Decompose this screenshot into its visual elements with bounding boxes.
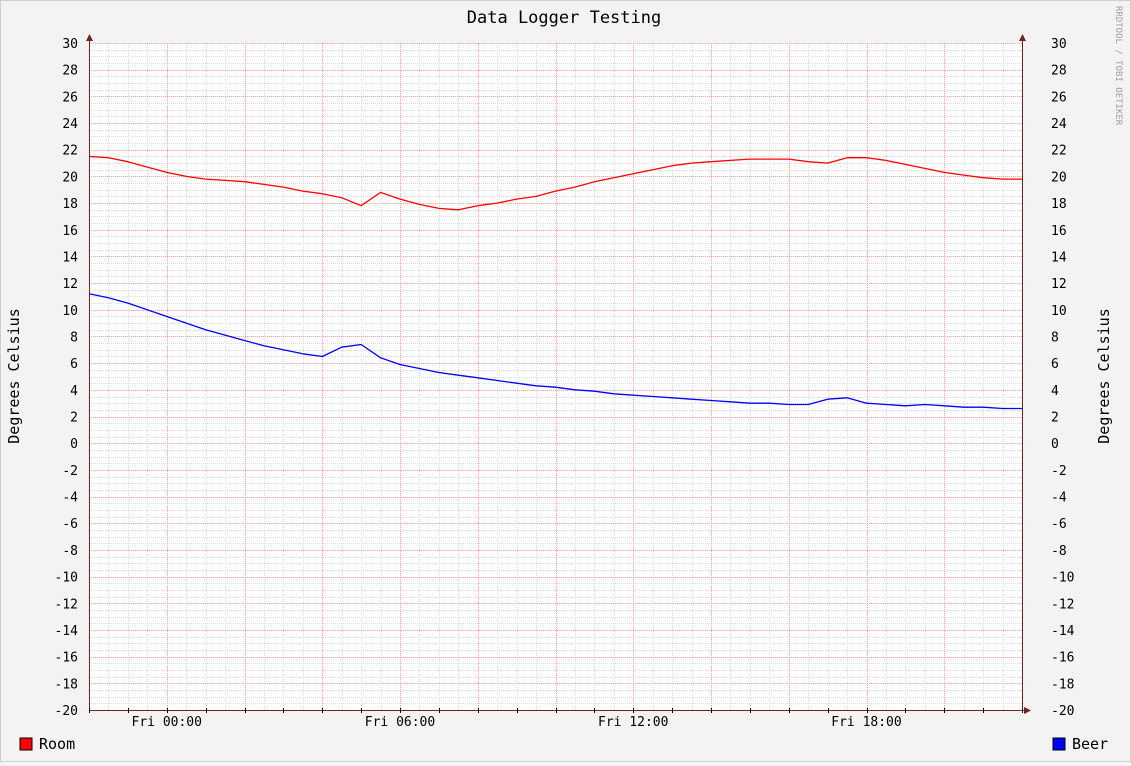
y-tick-labels-right: -20-18-16-14-12-10-8-6-4-202468101214161… [1051, 37, 1075, 719]
legend-beer-label: Beer [1072, 735, 1108, 753]
y-axis-label-left: Degrees Celsius [5, 308, 23, 443]
y-axis-label-right: Degrees Celsius [1095, 308, 1113, 443]
y-tick-label-left: -2 [62, 464, 78, 479]
y-tick-label-right: -2 [1051, 464, 1067, 479]
y-tick-label-left: 4 [70, 384, 78, 399]
y-tick-labels-left: -20-18-16-14-12-10-8-6-4-202468101214161… [55, 37, 79, 719]
y-tick-label-right: 28 [1051, 64, 1067, 79]
y-tick-label-right: 6 [1051, 357, 1059, 372]
y-tick-label-right: 16 [1051, 224, 1067, 239]
y-tick-label-right: 24 [1051, 117, 1067, 132]
x-tick-label: Fri 18:00 [831, 715, 901, 730]
y-tick-label-left: 10 [62, 304, 78, 319]
y-tick-label-right: -8 [1051, 544, 1067, 559]
legend-room-swatch [19, 737, 33, 751]
legend-room-label: Room [39, 735, 75, 753]
legend-beer: Beer [1052, 735, 1108, 753]
y-tick-label-left: -4 [62, 491, 78, 506]
y-tick-label-right: 2 [1051, 411, 1059, 426]
legend-room: Room [19, 735, 75, 753]
x-tick-label: Fri 00:00 [132, 715, 202, 730]
y-tick-label-right: 8 [1051, 330, 1059, 345]
y-tick-label-left: -12 [55, 597, 78, 612]
y-tick-label-left: 14 [62, 250, 78, 265]
y-tick-label-left: 18 [62, 197, 78, 212]
y-tick-label-left: 24 [62, 117, 78, 132]
series-line-beer [88, 293, 1022, 410]
y-tick-label-left: 16 [62, 224, 78, 239]
y-tick-label-right: -12 [1051, 597, 1074, 612]
plot-area [89, 43, 1022, 710]
y-tick-label-right: 30 [1051, 37, 1067, 52]
x-tick-label: Fri 06:00 [365, 715, 435, 730]
y-tick-label-left: 20 [62, 170, 78, 185]
y-axis-right-arrow-icon [1019, 34, 1026, 41]
chart-title: Data Logger Testing [467, 8, 661, 28]
y-tick-label-right: -20 [1051, 704, 1074, 719]
y-tick-label-right: -4 [1051, 491, 1067, 506]
y-tick-label-left: 0 [70, 437, 78, 452]
watermark: RRDTOOL / TOBI OETIKER [1113, 6, 1123, 126]
y-tick-label-right: -6 [1051, 517, 1067, 532]
y-tick-label-left: -16 [55, 651, 78, 666]
y-tick-label-right: 22 [1051, 144, 1067, 159]
y-tick-label-left: 8 [70, 330, 78, 345]
series-line-room [88, 155, 1022, 211]
y-tick-label-right: 0 [1051, 437, 1059, 452]
y-tick-label-left: -14 [55, 624, 79, 639]
y-tick-label-right: 12 [1051, 277, 1067, 292]
y-tick-label-right: 18 [1051, 197, 1067, 212]
y-tick-label-left: 30 [62, 37, 78, 52]
y-tick-label-left: -6 [62, 517, 78, 532]
y-tick-label-right: -18 [1051, 677, 1074, 692]
y-tick-label-left: 26 [62, 90, 78, 105]
y-tick-label-left: 2 [70, 411, 78, 426]
y-tick-label-right: -10 [1051, 571, 1074, 586]
y-tick-label-left: 6 [70, 357, 78, 372]
y-tick-label-left: 22 [62, 144, 78, 159]
y-tick-label-right: 26 [1051, 90, 1067, 105]
minor-grid [89, 43, 1023, 711]
x-tick-labels: Fri 00:00 Fri 06:00 Fri 12:00 Fri 18:00 [132, 715, 902, 730]
y-tick-label-left: -8 [62, 544, 78, 559]
y-axis-left-arrow-icon [86, 34, 93, 41]
y-tick-label-left: -18 [55, 677, 78, 692]
y-tick-label-right: 4 [1051, 384, 1059, 399]
legend-beer-swatch [1052, 737, 1066, 751]
y-tick-label-left: 28 [62, 64, 78, 79]
y-tick-label-left: 12 [62, 277, 78, 292]
y-tick-label-right: -16 [1051, 651, 1074, 666]
series-layer [88, 155, 1022, 410]
y-tick-label-right: -14 [1051, 624, 1075, 639]
axes-layer [86, 34, 1031, 714]
y-tick-label-right: 20 [1051, 170, 1067, 185]
y-tick-label-right: 10 [1051, 304, 1067, 319]
y-tick-label-right: 14 [1051, 250, 1067, 265]
y-tick-label-left: -10 [55, 571, 78, 586]
y-tick-label-left: -20 [55, 704, 78, 719]
x-tick-label: Fri 12:00 [598, 715, 668, 730]
x-axis-arrow-icon [1024, 707, 1031, 714]
